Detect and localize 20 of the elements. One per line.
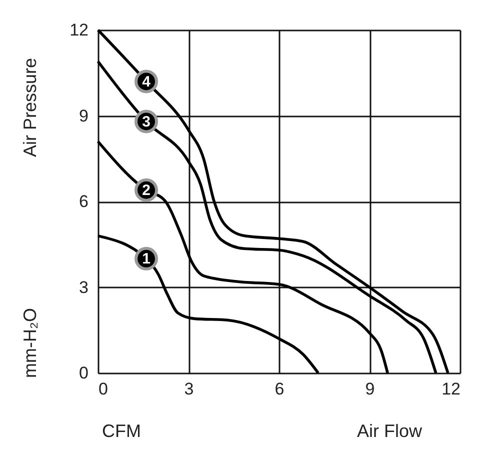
x-tick-label: 9 (365, 380, 375, 398)
y-tick-label: 0 (79, 364, 88, 382)
x-tick-label: 0 (98, 380, 108, 398)
text: mm-H₂O (20, 308, 40, 378)
text: CFM (102, 421, 141, 441)
y-tick-label: 9 (79, 106, 88, 126)
x-tick-label: 12 (442, 380, 460, 398)
line-series (96, 234, 320, 374)
x-axis-title: Air Flow (356, 421, 423, 441)
series-label: 2 (142, 182, 150, 200)
x-tick-label: 3 (184, 380, 194, 398)
series-label: 3 (142, 113, 150, 130)
y-tick-label: 6 (79, 192, 88, 211)
y-axis-title: Air Pressure (20, 58, 40, 158)
series-label: 4 (142, 73, 152, 90)
series-label: 1 (142, 250, 150, 268)
y-tick-label: 12 (70, 20, 88, 40)
y-tick-label: 3 (79, 278, 88, 297)
x-tick-label: 6 (274, 380, 284, 398)
line-series (96, 140, 389, 374)
